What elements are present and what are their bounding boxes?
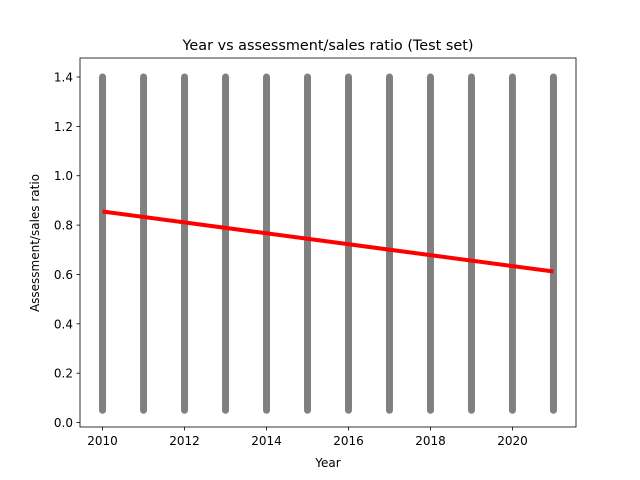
y-tick-label: 1.2 [54, 120, 73, 134]
x-axis-ticks: 2010 2012 2014 2016 2018 2020 [87, 427, 528, 448]
x-tick-label: 2020 [497, 434, 528, 448]
regression-line [102, 209, 554, 274]
x-tick-label: 2014 [251, 434, 282, 448]
regression-line-layer [102, 209, 554, 274]
x-tick-label: 2010 [87, 434, 118, 448]
y-axis-label: Assessment/sales ratio [28, 174, 42, 312]
x-tick-label: 2016 [333, 434, 364, 448]
y-tick-label: 1.4 [54, 71, 73, 85]
x-tick-label: 2012 [169, 434, 200, 448]
chart-title: Year vs assessment/sales ratio (Test set… [182, 38, 474, 54]
y-tick-label: 1.0 [54, 169, 73, 183]
y-tick-label: 0.4 [54, 317, 73, 331]
plot-area-frame [79, 57, 577, 428]
y-tick-label: 0.2 [54, 367, 73, 381]
y-axis-ticks: 0.0 0.2 0.4 0.6 0.8 1.0 1.2 1.4 [54, 71, 80, 430]
y-tick-label: 0.6 [54, 268, 73, 282]
y-tick-label: 0.0 [54, 416, 73, 430]
y-tick-label: 0.8 [54, 219, 73, 233]
x-axis-label: Year [314, 456, 340, 470]
scatter-points [99, 73, 557, 414]
x-tick-label: 2018 [415, 434, 446, 448]
